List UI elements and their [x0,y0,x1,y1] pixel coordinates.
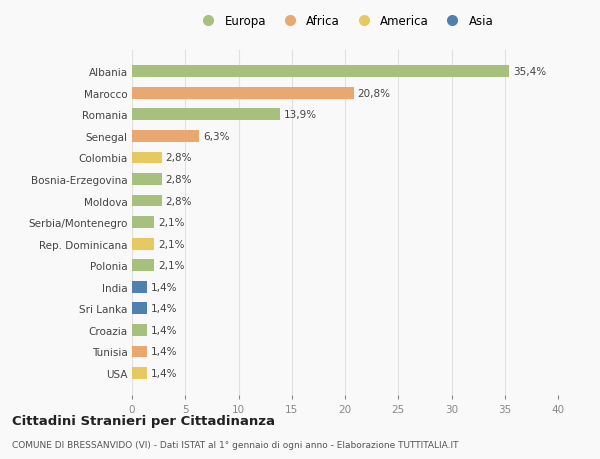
Text: 2,1%: 2,1% [158,239,185,249]
Bar [132,238,154,250]
Text: 1,4%: 1,4% [151,282,177,292]
Text: 2,8%: 2,8% [166,174,192,185]
Text: COMUNE DI BRESSANVIDO (VI) - Dati ISTAT al 1° gennaio di ogni anno - Elaborazion: COMUNE DI BRESSANVIDO (VI) - Dati ISTAT … [12,441,458,449]
Bar [132,303,147,314]
Bar [132,281,147,293]
Bar [132,66,509,78]
Text: 2,8%: 2,8% [166,153,192,163]
Text: 1,4%: 1,4% [151,304,177,313]
Bar [132,324,147,336]
Bar [132,260,154,272]
Text: 2,1%: 2,1% [158,218,185,228]
Bar [132,217,154,229]
Text: 20,8%: 20,8% [357,89,390,99]
Text: 13,9%: 13,9% [284,110,317,120]
Bar [132,152,162,164]
Bar [132,109,280,121]
Bar [132,88,353,100]
Text: Cittadini Stranieri per Cittadinanza: Cittadini Stranieri per Cittadinanza [12,414,275,428]
Bar [132,367,147,379]
Text: 35,4%: 35,4% [513,67,546,77]
Text: 2,1%: 2,1% [158,261,185,271]
Text: 2,8%: 2,8% [166,196,192,206]
Bar [132,174,162,185]
Legend: Europa, Africa, America, Asia: Europa, Africa, America, Asia [196,15,494,28]
Text: 1,4%: 1,4% [151,368,177,378]
Text: 1,4%: 1,4% [151,325,177,335]
Text: 1,4%: 1,4% [151,347,177,357]
Bar [132,346,147,358]
Bar [132,131,199,142]
Bar [132,195,162,207]
Text: 6,3%: 6,3% [203,132,229,141]
